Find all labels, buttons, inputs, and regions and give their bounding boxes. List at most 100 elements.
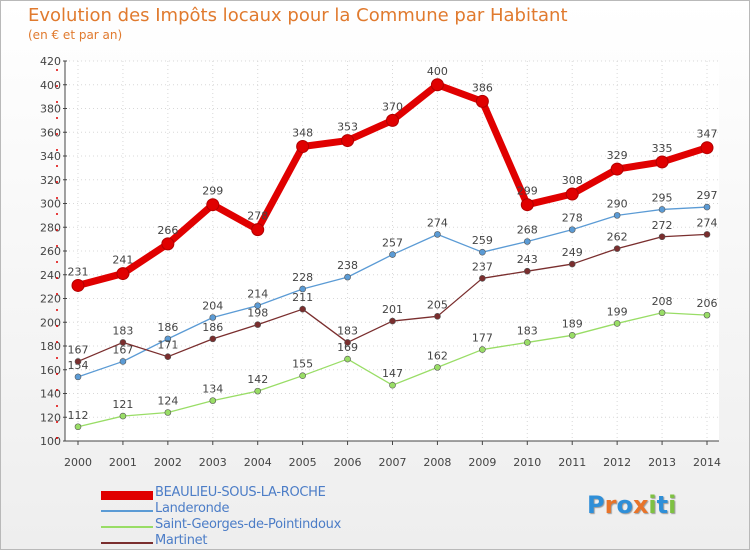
data-point <box>119 339 127 346</box>
data-label: 198 <box>247 307 268 320</box>
y-tick-label: 400 <box>40 79 61 92</box>
data-label: 243 <box>517 253 538 266</box>
data-point <box>74 423 82 431</box>
data-label: 335 <box>652 142 673 155</box>
data-point <box>475 94 489 108</box>
data-label: 308 <box>562 174 583 187</box>
data-label: 272 <box>652 219 673 232</box>
data-point <box>658 206 666 213</box>
x-tick-label: 2006 <box>334 456 362 469</box>
data-label: 189 <box>562 317 583 330</box>
data-point <box>434 231 441 238</box>
data-label: 370 <box>382 100 403 113</box>
x-tick-label: 2007 <box>379 456 407 469</box>
data-point <box>164 353 172 360</box>
y-tick-label: 380 <box>40 103 61 116</box>
data-label: 214 <box>247 288 268 301</box>
data-point <box>254 302 262 309</box>
data-label: 237 <box>472 260 493 273</box>
data-label: 155 <box>292 358 313 371</box>
x-tick-label: 2013 <box>648 456 676 469</box>
data-label: 299 <box>202 185 223 198</box>
y-tick-label: 180 <box>40 340 61 353</box>
data-label: 183 <box>337 324 358 337</box>
data-point <box>386 113 399 127</box>
data-label: 347 <box>697 128 718 141</box>
y-tick-label: 340 <box>40 150 61 163</box>
data-point <box>119 412 127 420</box>
data-point <box>568 226 576 233</box>
data-point <box>209 397 217 404</box>
y-tick-label: 420 <box>40 55 61 68</box>
data-point <box>434 364 441 371</box>
data-point <box>613 245 621 252</box>
x-tick-label: 2010 <box>513 456 541 469</box>
y-tick-label: 240 <box>40 269 61 282</box>
data-point <box>254 321 262 328</box>
data-point <box>116 267 130 281</box>
data-label: 205 <box>427 298 448 311</box>
data-point <box>71 278 85 292</box>
data-label: 199 <box>607 305 628 318</box>
data-point <box>479 275 486 282</box>
y-tick-label: 100 <box>40 435 61 448</box>
y-tick-label: 120 <box>40 411 61 424</box>
data-label: 241 <box>112 254 133 267</box>
data-label: 186 <box>202 321 223 334</box>
chart-subtitle: (en € et par an) <box>28 28 123 42</box>
data-label: 400 <box>427 65 448 78</box>
legend-swatch <box>101 510 153 512</box>
data-point <box>703 231 711 238</box>
data-label: 259 <box>472 234 493 247</box>
data-label: 186 <box>157 321 178 334</box>
data-point <box>479 346 486 353</box>
data-point <box>613 320 621 327</box>
data-label: 147 <box>382 367 403 380</box>
data-point <box>430 78 444 92</box>
x-tick-label: 2003 <box>199 456 227 469</box>
data-point <box>434 313 441 320</box>
data-label: 171 <box>157 339 178 352</box>
data-label: 257 <box>382 237 403 250</box>
data-point <box>164 335 172 343</box>
legend-swatch <box>101 526 153 528</box>
data-label: 124 <box>157 395 178 408</box>
data-label: 353 <box>337 121 358 134</box>
data-point <box>119 358 127 365</box>
legend-swatch <box>101 542 153 544</box>
x-tick-label: 2014 <box>693 456 721 469</box>
data-label: 183 <box>517 324 538 337</box>
x-tick-label: 2011 <box>558 456 586 469</box>
data-point <box>700 141 714 155</box>
legend-label: Martinet <box>155 533 208 548</box>
data-label: 268 <box>517 224 538 237</box>
y-tick-label: 320 <box>40 174 61 187</box>
data-point <box>523 339 531 346</box>
data-point <box>479 248 486 256</box>
legend-swatch <box>101 490 153 500</box>
data-label: 169 <box>337 341 358 354</box>
data-point <box>161 237 175 251</box>
data-point <box>254 387 262 395</box>
data-label: 386 <box>472 81 493 94</box>
data-point <box>658 233 666 241</box>
data-label: 183 <box>112 324 133 337</box>
y-tick-label: 360 <box>40 126 61 139</box>
data-label: 238 <box>337 259 358 272</box>
data-point <box>523 238 531 245</box>
data-point <box>523 267 531 275</box>
data-point <box>206 198 220 212</box>
data-point <box>568 332 576 339</box>
data-label: 142 <box>247 373 268 386</box>
data-label: 295 <box>652 191 673 204</box>
y-tick-label: 200 <box>40 316 61 329</box>
data-label: 167 <box>68 343 89 356</box>
data-label: 249 <box>562 246 583 259</box>
data-point <box>341 134 355 148</box>
data-point <box>389 317 396 325</box>
data-point <box>299 372 306 379</box>
data-point <box>568 260 576 268</box>
data-label: 299 <box>517 185 538 198</box>
